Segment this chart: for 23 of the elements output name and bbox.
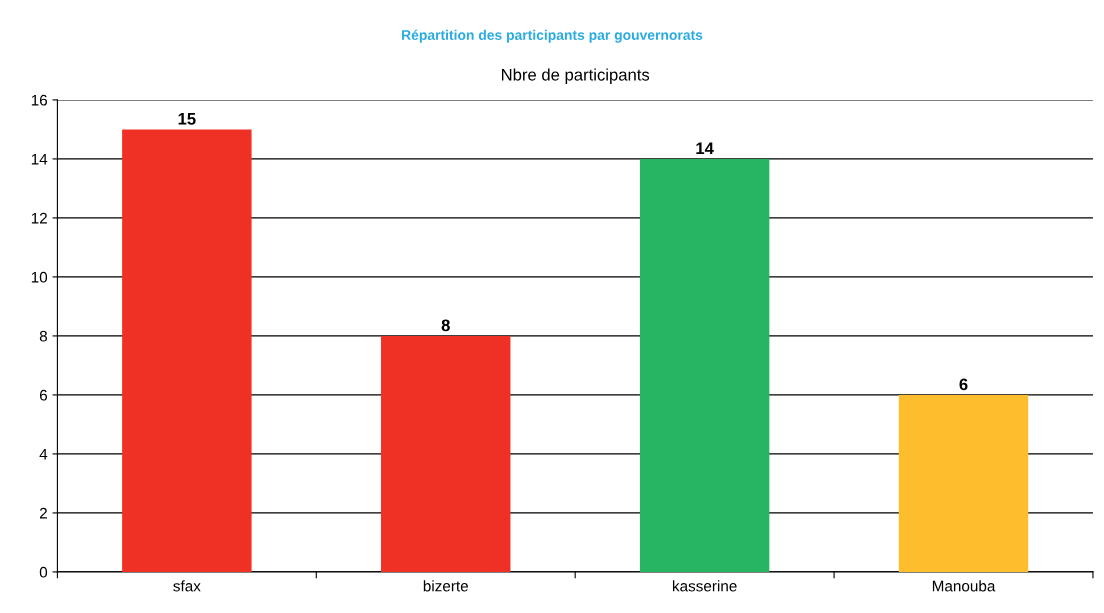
data-label: 8 (441, 319, 450, 332)
x-tick-label: kasserine (672, 580, 737, 592)
y-tick-label: 14 (31, 153, 48, 165)
y-tick-label: 4 (39, 448, 48, 460)
data-label: 6 (959, 378, 968, 391)
x-tick-label: Manouba (932, 580, 996, 592)
bar (381, 335, 511, 572)
y-tick-label: 12 (31, 212, 47, 224)
chart-title: Répartition des participants par gouvernorats (402, 29, 703, 43)
data-label: 14 (696, 142, 714, 155)
bar (898, 394, 1029, 572)
y-tick-label: 2 (39, 507, 47, 519)
x-tick-label: sfax (173, 580, 201, 592)
y-tick-label: 0 (39, 566, 48, 578)
y-tick-label: 8 (39, 330, 48, 342)
y-tick-label: 16 (31, 94, 48, 106)
data-label: 15 (178, 113, 196, 125)
chart-subtitle: Nbre de participants (501, 68, 650, 84)
bar (122, 129, 252, 572)
bar (639, 158, 770, 572)
x-tick-label: bizerte (423, 580, 468, 592)
y-tick-label: 6 (39, 389, 48, 401)
y-tick-label: 10 (31, 271, 48, 283)
